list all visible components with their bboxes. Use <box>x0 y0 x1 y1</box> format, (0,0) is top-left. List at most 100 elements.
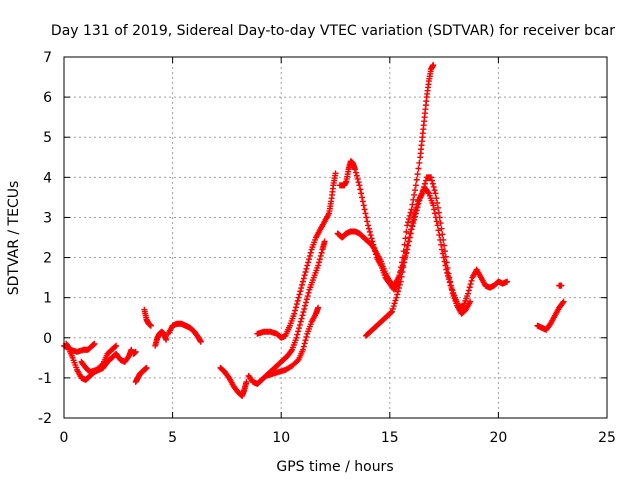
data-point <box>306 252 313 259</box>
data-marks <box>61 62 567 399</box>
data-point <box>295 294 302 301</box>
data-point <box>368 235 375 242</box>
data-point <box>421 180 428 187</box>
data-point <box>402 250 409 257</box>
data-point <box>372 248 379 255</box>
data-point <box>441 248 448 255</box>
data-point <box>303 265 310 272</box>
data-point <box>422 177 429 184</box>
data-point <box>404 242 411 249</box>
data-point <box>433 195 440 202</box>
data-point <box>147 322 154 329</box>
data-point <box>436 214 443 221</box>
data-point <box>408 206 415 213</box>
data-point <box>400 264 407 271</box>
data-point <box>438 241 445 248</box>
data-point <box>300 275 307 282</box>
data-point <box>401 241 408 248</box>
data-point <box>293 334 300 341</box>
data-point <box>389 305 396 312</box>
data-point <box>360 202 367 209</box>
tick-labels: 0 5 10 15 20 25 -2 -1 0 1 2 3 4 5 6 7 <box>38 50 616 446</box>
y-tick-label: -1 <box>38 371 52 387</box>
data-point <box>414 201 421 208</box>
data-point <box>428 174 435 181</box>
data-point <box>412 182 419 189</box>
data-point <box>559 299 566 306</box>
data-point <box>388 309 395 316</box>
data-point <box>420 187 427 194</box>
y-tick-label: -2 <box>38 411 52 427</box>
data-point <box>504 278 511 285</box>
data-point <box>436 232 443 239</box>
data-point <box>405 216 412 223</box>
data-point <box>357 186 364 193</box>
data-point <box>354 175 361 182</box>
data-point <box>143 364 150 371</box>
data-point <box>413 176 420 183</box>
y-tick-label: 6 <box>43 90 52 106</box>
data-point <box>433 218 440 225</box>
x-tick-label: 10 <box>272 430 290 446</box>
data-point <box>299 312 306 319</box>
data-point <box>288 348 295 355</box>
data-point <box>408 226 415 233</box>
data-point <box>394 291 401 298</box>
data-point <box>410 196 417 203</box>
data-point <box>294 331 301 338</box>
data-point <box>411 187 418 194</box>
data-point <box>297 288 304 295</box>
data-point <box>439 231 446 238</box>
data-point <box>419 190 426 197</box>
data-point <box>352 166 359 173</box>
data-point <box>293 301 300 308</box>
data-point <box>431 210 438 217</box>
y-tick-label: 1 <box>43 291 52 307</box>
data-point <box>132 348 139 355</box>
data-point <box>405 238 412 245</box>
data-point <box>388 308 395 315</box>
data-point <box>358 190 365 197</box>
data-point <box>442 253 449 260</box>
data-point <box>444 264 451 271</box>
x-axis-label: GPS time / hours <box>276 459 393 475</box>
data-point <box>402 235 409 242</box>
y-tick-label: 5 <box>43 130 52 146</box>
data-point <box>398 273 405 280</box>
data-point <box>425 189 432 196</box>
data-point <box>300 343 307 350</box>
data-point <box>464 290 471 297</box>
data-point <box>468 277 475 284</box>
data-point <box>316 256 323 263</box>
data-point <box>446 274 453 281</box>
data-point <box>465 287 472 294</box>
data-point <box>321 238 328 245</box>
data-point <box>302 337 309 344</box>
data-point <box>315 262 322 269</box>
data-point <box>305 289 312 296</box>
data-point <box>361 206 368 213</box>
data-point <box>395 288 402 295</box>
data-point <box>307 249 314 256</box>
data-point <box>401 259 408 266</box>
data-point <box>440 236 447 243</box>
data-point <box>413 204 420 211</box>
data-point <box>434 200 441 207</box>
data-point <box>332 170 339 177</box>
data-point <box>91 340 98 347</box>
data-point <box>405 219 412 226</box>
data-point <box>318 249 325 256</box>
data-point <box>298 315 305 322</box>
data-point <box>407 230 414 237</box>
data-point <box>303 333 310 340</box>
data-point <box>467 298 474 305</box>
x-tick-label: 20 <box>489 430 507 446</box>
data-point <box>429 180 436 187</box>
data-point <box>560 298 567 305</box>
data-point <box>301 305 308 312</box>
data-point <box>392 297 399 304</box>
data-point <box>406 212 413 219</box>
data-point <box>448 282 455 289</box>
y-axis-label: SDTVAR / TECUs <box>6 181 22 296</box>
